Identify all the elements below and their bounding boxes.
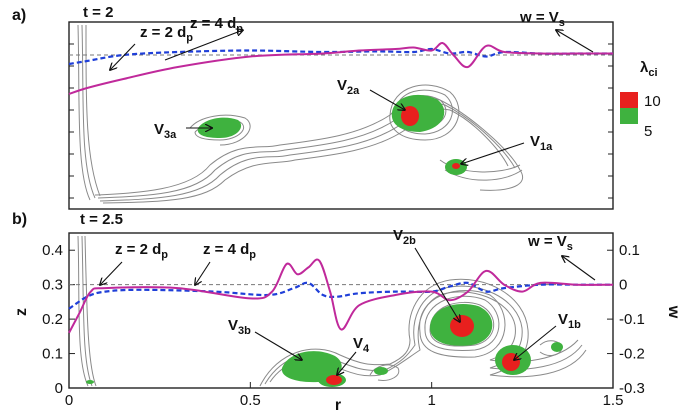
vortex-label-v1b: V1b xyxy=(558,311,581,331)
panel-a-label-ws: w = Vs xyxy=(519,9,565,29)
y2-tick-label: -0.2 xyxy=(619,346,645,363)
panel-b-arrow-ws xyxy=(562,256,596,281)
x-tick-label: 1 xyxy=(427,392,435,409)
vortex-small-blob-3 xyxy=(86,380,94,384)
panel-b-tick-labels: 0 0.5 1 1.5 0 0.1 0.2 0.3 0.4 -0.3 -0.2 -0.1 0 0.1 xyxy=(42,242,645,409)
y-tick-label: 0.3 xyxy=(42,277,63,294)
panel-b-arrow-z4 xyxy=(195,261,211,285)
panel-a-arrow-ws xyxy=(556,30,594,53)
y-tick-label: 0.1 xyxy=(42,346,63,363)
panel-a-ticks-right xyxy=(608,43,613,199)
panel-b-time: t = 2.5 xyxy=(80,211,123,228)
arrow-v1b xyxy=(514,325,557,360)
arrow-v4 xyxy=(337,351,357,375)
legend-label-5: 5 xyxy=(644,123,652,140)
panel-a-ticks-left xyxy=(69,43,74,199)
x-tick-label: 0 xyxy=(65,392,73,409)
vortex-v1b-core xyxy=(502,353,520,371)
panel-a-arrow-z2 xyxy=(110,43,136,70)
y-tick-label: 0.4 xyxy=(42,242,63,259)
y2-tick-label: -0.1 xyxy=(619,311,645,328)
arrow-v2a xyxy=(369,89,405,110)
legend-title: λci xyxy=(640,59,658,79)
vortex-label-v4: V4 xyxy=(353,335,370,355)
y-tick-label: 0 xyxy=(55,380,63,397)
panel-b-label-z4: z = 4 dp xyxy=(203,241,256,261)
panel-a-series-z2 xyxy=(68,47,613,66)
arrow-v3b xyxy=(254,331,302,360)
vortex-label-v1a: V1a xyxy=(530,133,553,153)
panel-a-arrow-z4 xyxy=(164,30,243,61)
legend-swatch-5 xyxy=(620,108,638,124)
panel-b: b) t = 2.5 z = 2 dp z = 4 dp w = Vs V3b … xyxy=(12,211,682,414)
x-axis-title: r xyxy=(335,397,341,414)
panel-a-label-z2: z = 2 dp xyxy=(140,24,193,44)
panel-b-series-z2 xyxy=(68,281,613,310)
x-tick-label: 1.5 xyxy=(603,392,624,409)
panel-a-letter: a) xyxy=(12,7,26,24)
panel-b-letter: b) xyxy=(12,211,27,228)
panel-a-label-z4: z = 4 dp xyxy=(190,15,243,35)
y2-tick-label: 0.1 xyxy=(619,242,640,259)
panel-a-streamlines xyxy=(77,24,523,204)
arrow-v1a xyxy=(461,142,525,164)
vortex-small-blob-1 xyxy=(374,367,388,375)
x-tick-label: 0.5 xyxy=(240,392,261,409)
panel-b-series-z4 xyxy=(68,258,614,334)
arrow-v2b xyxy=(414,247,460,322)
vortex-label-v3b: V3b xyxy=(228,317,251,337)
vortex-label-v2b: V2b xyxy=(393,227,416,247)
y-axis-title: z xyxy=(13,308,30,316)
vortex-v1a-core xyxy=(452,163,460,169)
vortex-label-v3a: V3a xyxy=(154,121,177,141)
vortex-v4-core xyxy=(326,375,342,385)
panel-b-arrow-z2 xyxy=(100,261,123,285)
panel-a-frame xyxy=(68,21,614,210)
vortex-small-blob-2 xyxy=(551,342,563,352)
vortex-label-v2a: V2a xyxy=(337,77,360,97)
vortex-v3a-blob xyxy=(197,117,242,138)
y-tick-label: 0.2 xyxy=(42,311,63,328)
legend-label-10: 10 xyxy=(644,93,661,110)
panel-b-vortices xyxy=(86,304,563,387)
panel-a: a) t = 2 z = 2 dp z = 4 dp w = Vs V3a V2… xyxy=(12,4,614,210)
y2-tick-label: -0.3 xyxy=(619,380,645,397)
panel-b-label-ws: w = Vs xyxy=(527,233,573,253)
panel-a-time: t = 2 xyxy=(83,4,113,21)
panel-a-series-z4 xyxy=(68,42,613,95)
panel-b-frame xyxy=(68,232,614,389)
legend: λci 10 5 xyxy=(620,59,661,140)
y2-tick-label: 0 xyxy=(619,277,627,294)
legend-swatch-10 xyxy=(620,92,638,108)
panel-b-label-z2: z = 2 dp xyxy=(115,241,168,261)
y2-axis-title: w xyxy=(665,305,682,319)
vortex-v2b-core xyxy=(450,315,474,337)
